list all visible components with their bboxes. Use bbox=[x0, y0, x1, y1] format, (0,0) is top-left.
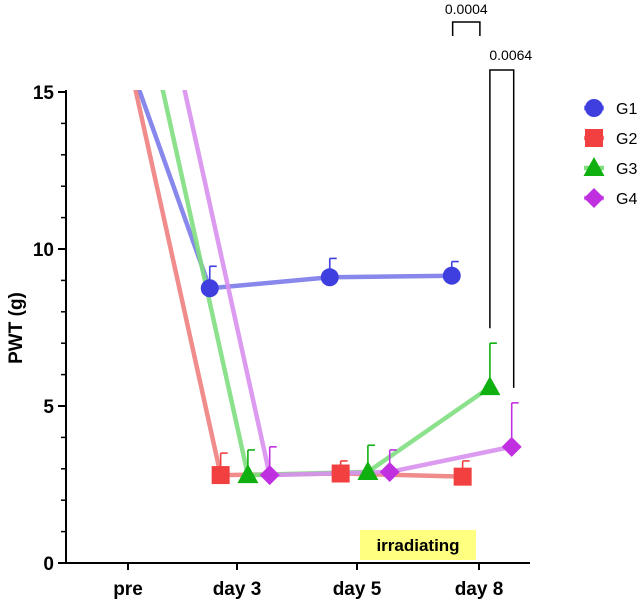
marker-g3 bbox=[237, 464, 259, 484]
x-tick-label: day 3 bbox=[213, 579, 262, 599]
p-value-g2-g3: 0.0004 bbox=[445, 1, 488, 17]
series-line-g2 bbox=[133, 90, 465, 479]
marker-g1 bbox=[320, 268, 339, 287]
bracket-g2-g3 bbox=[451, 21, 481, 36]
legend-label-g3: G3 bbox=[616, 161, 637, 178]
legend-marker-g4 bbox=[584, 188, 604, 208]
series-layer bbox=[133, 90, 514, 479]
legend-marker-g3 bbox=[583, 157, 605, 176]
y-tick-label: 10 bbox=[33, 240, 54, 261]
marker-g4 bbox=[379, 461, 400, 482]
marker-g4 bbox=[259, 465, 280, 486]
marker-g3 bbox=[479, 376, 501, 396]
series-line-g4 bbox=[182, 90, 514, 478]
annotation-layer: 0.0004 0.0064 bbox=[445, 1, 532, 388]
marker-layer bbox=[200, 257, 522, 486]
marker-g2 bbox=[331, 464, 350, 483]
legend-label-g2: G2 bbox=[616, 131, 637, 148]
marker-g1 bbox=[442, 266, 461, 285]
series-line-g1 bbox=[136, 90, 455, 291]
marker-g3 bbox=[357, 460, 379, 480]
axes: 0 5 10 15 pre day 3 day 5 day 8 bbox=[33, 83, 530, 599]
legend-label-g1: G1 bbox=[616, 101, 637, 118]
p-value-g3-g4: 0.0064 bbox=[489, 47, 532, 63]
legend-marker-g2 bbox=[585, 129, 603, 147]
y-tick-label: 5 bbox=[43, 397, 54, 418]
y-tick-label: 0 bbox=[43, 554, 54, 575]
bracket-g3-g4 bbox=[489, 69, 515, 388]
legend-marker-g1 bbox=[585, 99, 603, 117]
irradiating-box bbox=[360, 530, 476, 560]
marker-g4 bbox=[501, 436, 522, 457]
x-tick-label: pre bbox=[113, 579, 143, 599]
marker-g2 bbox=[453, 467, 472, 486]
x-tick-label: day 8 bbox=[455, 579, 504, 599]
x-tick-label: day 5 bbox=[333, 579, 382, 599]
marker-g2 bbox=[211, 466, 230, 485]
irradiating-text: irradiating bbox=[376, 536, 459, 555]
y-tick-label: 15 bbox=[33, 83, 55, 104]
y-axis-title: PWT (g) bbox=[6, 292, 27, 364]
marker-g1 bbox=[200, 279, 219, 298]
legend-label-g4: G4 bbox=[616, 191, 637, 208]
irradiating-label: irradiating bbox=[360, 530, 476, 560]
legend: G1 G2 G3 G4 bbox=[583, 99, 637, 208]
